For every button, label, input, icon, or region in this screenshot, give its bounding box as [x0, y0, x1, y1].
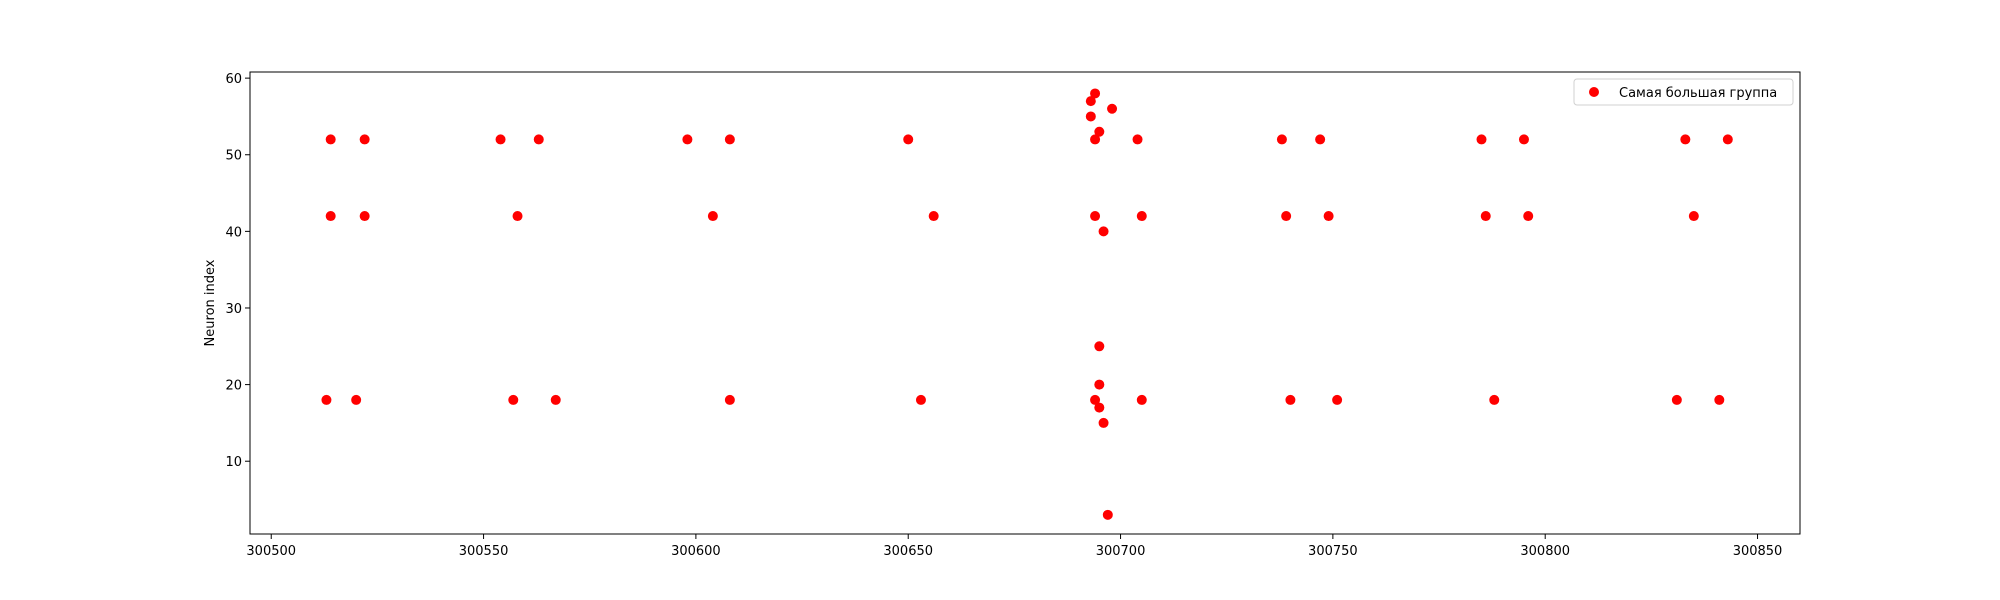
- y-tick-label: 40: [225, 225, 242, 240]
- data-point: [1085, 111, 1096, 122]
- legend-label: Самая большая группа: [1619, 86, 1777, 101]
- x-tick-label: 300500: [246, 544, 296, 559]
- y-tick-label: 20: [225, 379, 242, 394]
- x-tick-label: 300600: [671, 544, 721, 559]
- plot-area: [250, 72, 1800, 534]
- y-tick-label: 50: [225, 149, 242, 164]
- legend-marker: [1589, 87, 1599, 97]
- legend-box: [1573, 78, 1794, 106]
- x-tick-label: 300800: [1520, 544, 1570, 559]
- y-tick-label: 10: [225, 455, 242, 470]
- data-point: [1098, 417, 1109, 428]
- data-point: [1688, 211, 1699, 222]
- data-point: [325, 134, 336, 145]
- data-point: [903, 134, 914, 145]
- data-point: [1285, 394, 1296, 405]
- data-point: [1281, 211, 1292, 222]
- data-point: [1132, 134, 1143, 145]
- data-point: [1090, 134, 1101, 145]
- data-point: [1671, 394, 1682, 405]
- data-point: [359, 211, 370, 222]
- data-point: [1480, 211, 1491, 222]
- data-point: [1094, 379, 1105, 390]
- data-point: [550, 394, 561, 405]
- data-point: [359, 134, 370, 145]
- data-point: [1136, 211, 1147, 222]
- data-point: [512, 211, 523, 222]
- x-tick-label: 300750: [1308, 544, 1358, 559]
- data-point: [1090, 88, 1101, 99]
- y-tick-label: 30: [225, 302, 242, 317]
- data-point: [1094, 402, 1105, 413]
- plot-frame: [249, 71, 1801, 535]
- data-point: [682, 134, 693, 145]
- data-point: [351, 394, 362, 405]
- data-point: [1680, 134, 1691, 145]
- data-point: [928, 211, 939, 222]
- y-tick-label: 60: [225, 72, 242, 87]
- data-point: [1489, 394, 1500, 405]
- data-point: [707, 211, 718, 222]
- data-point: [495, 134, 506, 145]
- data-point: [1276, 134, 1287, 145]
- data-point: [915, 394, 926, 405]
- data-point: [1523, 211, 1534, 222]
- data-point: [1136, 394, 1147, 405]
- data-point: [1107, 103, 1118, 114]
- data-point: [1714, 394, 1725, 405]
- data-point: [724, 394, 735, 405]
- legend: Самая большая группа: [1573, 78, 1794, 106]
- data-point: [1094, 126, 1105, 137]
- x-tick-label: 300550: [459, 544, 509, 559]
- data-point: [1518, 134, 1529, 145]
- data-point: [325, 211, 336, 222]
- data-point: [1102, 509, 1113, 520]
- data-point: [1094, 341, 1105, 352]
- data-point: [724, 134, 735, 145]
- x-axis: 300500 300550 300600 300650 300700 300750 3008…: [246, 534, 1782, 559]
- data-point: [1085, 96, 1096, 107]
- y-axis: 10 20 30 40 50 60: [225, 72, 250, 470]
- data-point: [1323, 211, 1334, 222]
- x-tick-label: 300700: [1096, 544, 1146, 559]
- points-layer: [321, 88, 1733, 520]
- data-point: [1476, 134, 1487, 145]
- data-point: [1098, 226, 1109, 237]
- data-point: [321, 394, 332, 405]
- data-point: [1090, 394, 1101, 405]
- data-point: [1315, 134, 1326, 145]
- data-point: [508, 394, 519, 405]
- data-point: [1332, 394, 1343, 405]
- x-tick-label: 300650: [883, 544, 933, 559]
- data-point: [1090, 211, 1101, 222]
- data-point: [1722, 134, 1733, 145]
- x-tick-label: 300850: [1733, 544, 1783, 559]
- y-axis-title: Neuron index: [203, 259, 218, 346]
- data-point: [533, 134, 544, 145]
